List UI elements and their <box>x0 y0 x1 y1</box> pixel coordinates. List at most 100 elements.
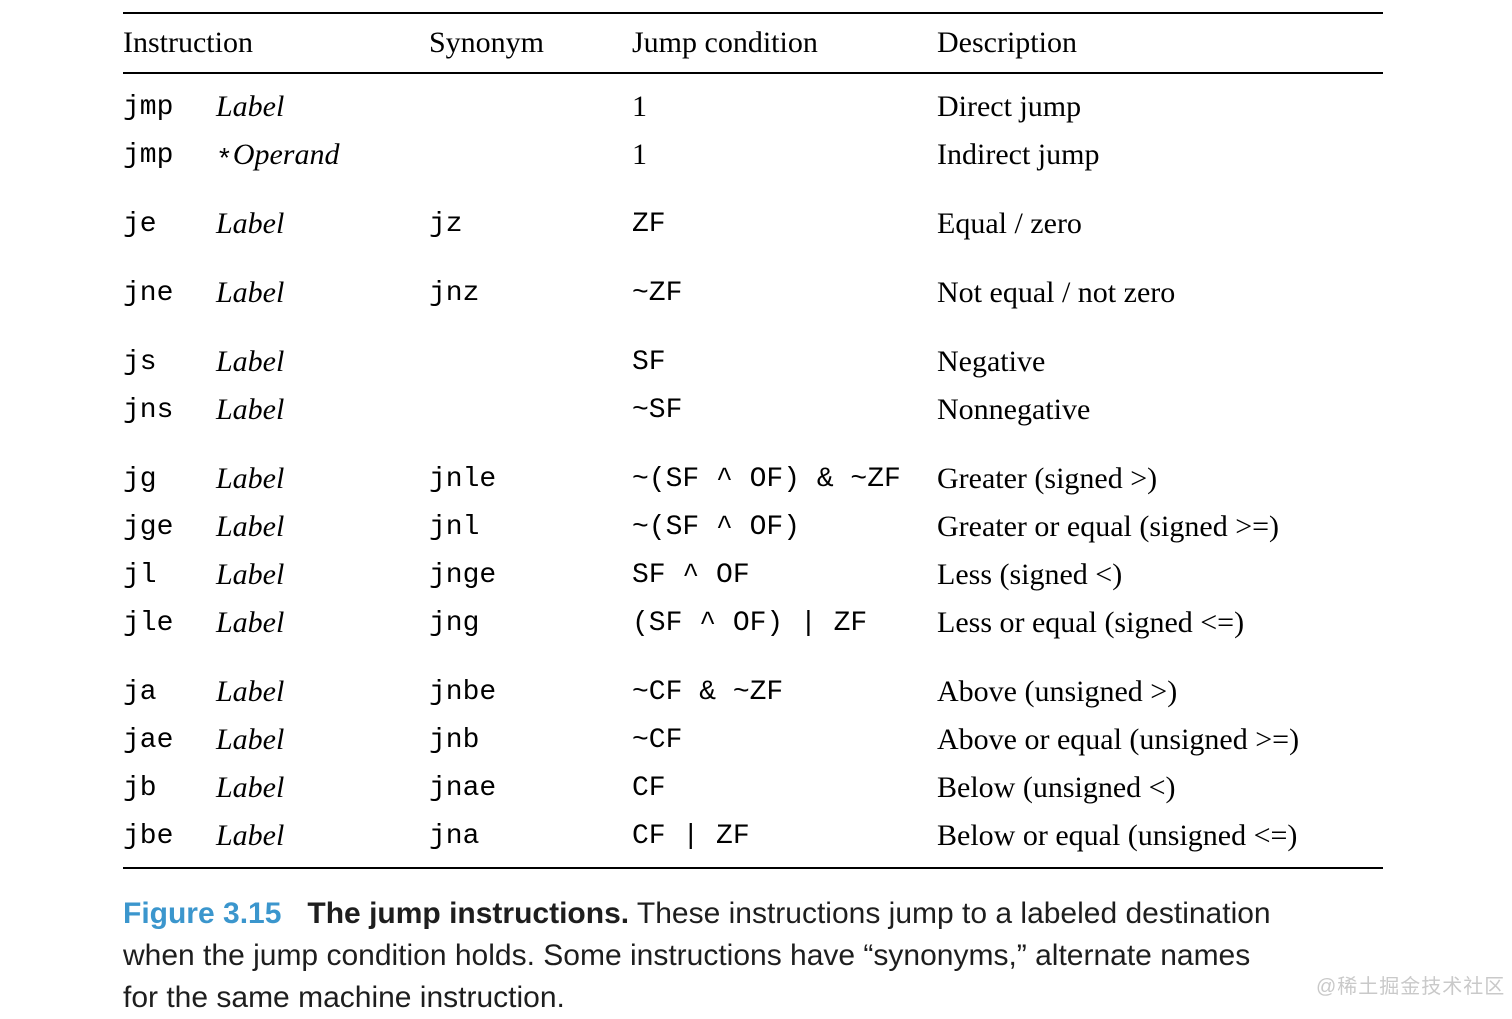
table-row: jl Label jnge SF ^ OF Less (signed <) <box>123 551 1383 599</box>
instruction-mnemonic: jb <box>123 772 157 804</box>
description: Greater or equal (signed >=) <box>937 510 1280 543</box>
table-row: jg Label jnle ~(SF ^ OF) & ~ZF Greater (… <box>123 455 1383 503</box>
operand-name: Label <box>216 818 285 852</box>
instruction-operand: Label <box>216 276 429 311</box>
instruction-operand: Label <box>216 819 429 854</box>
description: Equal / zero <box>937 207 1082 240</box>
jump-condition: ~ZF <box>632 277 683 309</box>
description: Indirect jump <box>937 138 1100 171</box>
instruction-mnemonic: jle <box>123 607 174 639</box>
synonym: jng <box>429 607 480 639</box>
table-row: js Label SF Negative <box>123 338 1383 386</box>
description: Less or equal (signed <=) <box>937 606 1245 639</box>
jump-condition: ~CF <box>632 724 683 756</box>
jump-condition: CF <box>632 772 666 804</box>
jump-condition: ZF <box>632 208 666 240</box>
synonym: jnz <box>429 277 480 309</box>
synonym: jnge <box>429 559 497 591</box>
jump-condition: ~(SF ^ OF) <box>632 511 801 543</box>
instruction-mnemonic: jns <box>123 394 174 426</box>
table-row: jge Label jnl ~(SF ^ OF) Greater or equa… <box>123 503 1383 551</box>
table-row-group: je Label jz ZF Equal / zero <box>123 200 1383 248</box>
jump-condition: SF <box>632 346 666 378</box>
instruction-mnemonic: jne <box>123 277 174 309</box>
instruction-operand: Label <box>216 462 429 497</box>
table-row: jmp *Operand 1 Indirect jump <box>123 131 1383 179</box>
operand-name: Label <box>216 674 285 708</box>
instruction-mnemonic: js <box>123 346 157 378</box>
jump-condition: 1 <box>632 90 647 123</box>
operand-name: Label <box>216 275 285 309</box>
instruction-operand: *Operand <box>216 137 429 177</box>
caption-text-1: These instructions jump to a labeled des… <box>636 897 1271 930</box>
table-row: jae Label jnb ~CF Above or equal (unsign… <box>123 716 1383 764</box>
table-header-row: Instruction Synonym Jump condition Descr… <box>123 14 1383 74</box>
instruction-operand: Label <box>216 675 429 710</box>
operand-prefix: * <box>216 145 233 177</box>
instruction-operand: Label <box>216 90 429 125</box>
table-row-group: jg Label jnle ~(SF ^ OF) & ~ZF Greater (… <box>123 455 1383 647</box>
instruction-operand: Label <box>216 771 429 806</box>
operand-name: Label <box>216 89 285 123</box>
caption-line-3: for the same machine instruction. <box>123 981 565 1014</box>
instruction-mnemonic: jl <box>123 559 157 591</box>
synonym: jnae <box>429 772 497 804</box>
table-row-group: jmp Label 1 Direct jump jmp *Operand 1 I… <box>123 83 1383 179</box>
description: Negative <box>937 345 1046 378</box>
figure-number: Figure 3.15 <box>123 897 282 930</box>
table-row: jne Label jnz ~ZF Not equal / not zero <box>123 269 1383 317</box>
table-row: jmp Label 1 Direct jump <box>123 83 1383 131</box>
instruction-mnemonic: jg <box>123 463 157 495</box>
jump-condition: ~CF & ~ZF <box>632 676 784 708</box>
operand-name: Label <box>216 770 285 804</box>
operand-name: Label <box>216 392 285 426</box>
jump-condition: (SF ^ OF) | ZF <box>632 607 868 639</box>
table-row: jbe Label jna CF | ZF Below or equal (un… <box>123 812 1383 860</box>
figure-caption: Figure 3.15 The jump instructions. These … <box>123 893 1403 1019</box>
synonym: jz <box>429 208 463 240</box>
description: Direct jump <box>937 90 1082 123</box>
instruction-mnemonic: jae <box>123 724 174 756</box>
table-row-group: jne Label jnz ~ZF Not equal / not zero <box>123 269 1383 317</box>
table-body: jmp Label 1 Direct jump jmp *Operand 1 I… <box>123 74 1383 867</box>
instruction-operand: Label <box>216 606 429 641</box>
description: Nonnegative <box>937 393 1091 426</box>
col-header-synonym: Synonym <box>429 26 545 59</box>
caption-line-1: Figure 3.15 The jump instructions. These … <box>123 893 1403 935</box>
instruction-operand: Label <box>216 558 429 593</box>
description: Less (signed <) <box>937 558 1123 591</box>
jump-condition: SF ^ OF <box>632 559 750 591</box>
operand-name: Label <box>216 206 285 240</box>
col-header-jump-condition: Jump condition <box>632 26 818 59</box>
synonym: jnle <box>429 463 497 495</box>
description: Above (unsigned >) <box>937 675 1178 708</box>
operand-name: Label <box>216 557 285 591</box>
table-row-group: js Label SF Negative jns Label ~SF Nonne… <box>123 338 1383 434</box>
instruction-mnemonic: jmp <box>123 91 174 123</box>
description: Below (unsigned <) <box>937 771 1176 804</box>
table-row: jns Label ~SF Nonnegative <box>123 386 1383 434</box>
watermark: @稀土掘金技术社区 <box>1316 976 1506 998</box>
operand-name: Label <box>216 509 285 543</box>
operand-name: Label <box>216 722 285 756</box>
figure-title: The jump instructions. <box>307 897 630 930</box>
description: Above or equal (unsigned >=) <box>937 723 1300 756</box>
instruction-operand: Label <box>216 510 429 545</box>
synonym: jna <box>429 820 480 852</box>
synonym: jnbe <box>429 676 497 708</box>
jump-condition: ~SF <box>632 394 683 426</box>
description: Below or equal (unsigned <=) <box>937 819 1298 852</box>
caption-line-2: when the jump condition holds. Some inst… <box>123 939 1251 972</box>
jump-condition: 1 <box>632 138 647 171</box>
col-header-instruction: Instruction <box>123 26 253 59</box>
instruction-mnemonic: je <box>123 208 157 240</box>
table-row: jb Label jnae CF Below (unsigned <) <box>123 764 1383 812</box>
instruction-mnemonic: jge <box>123 511 174 543</box>
instruction-mnemonic: ja <box>123 676 157 708</box>
operand-name: Operand <box>232 137 340 171</box>
book-page: Instruction Synonym Jump condition Descr… <box>123 12 1383 1019</box>
synonym: jnb <box>429 724 480 756</box>
instruction-mnemonic: jmp <box>123 139 174 171</box>
instruction-operand: Label <box>216 207 429 242</box>
operand-name: Label <box>216 461 285 495</box>
